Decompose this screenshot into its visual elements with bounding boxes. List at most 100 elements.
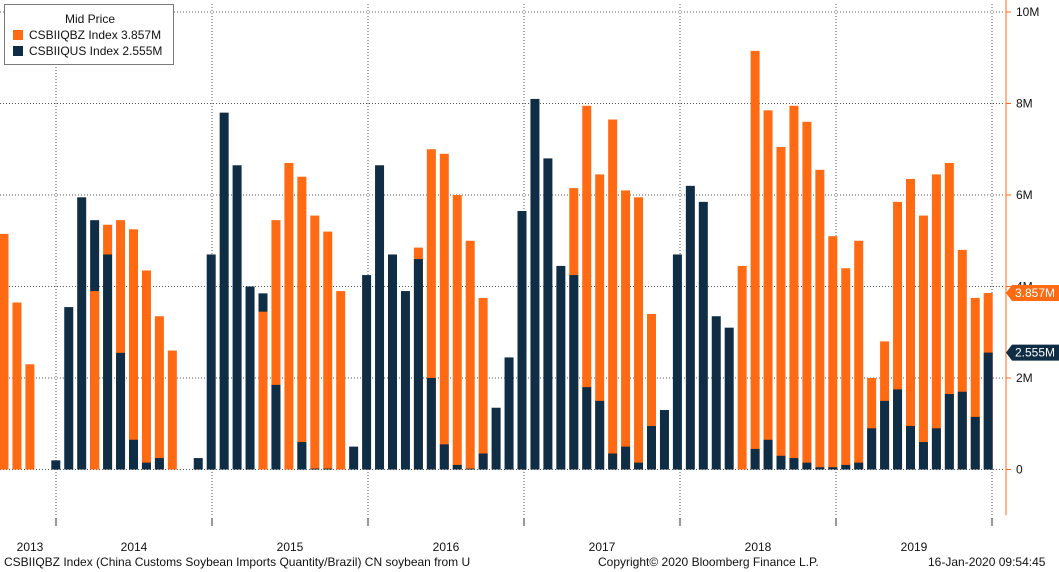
y-tick-label: 8M xyxy=(1016,97,1033,111)
bar-us xyxy=(232,165,242,470)
bar-us xyxy=(659,410,669,470)
bar-brazil xyxy=(167,350,177,470)
y-tick-label: 2M xyxy=(1016,371,1033,385)
bar-us xyxy=(841,464,851,470)
bar-brazil xyxy=(258,311,268,470)
bar-us xyxy=(867,428,877,470)
bar-brazil xyxy=(0,233,9,470)
bar-us xyxy=(349,446,359,470)
bar-us xyxy=(711,316,721,470)
footer-timestamp: 16-Jan-2020 09:54:45 xyxy=(928,555,1046,569)
bar-brazil xyxy=(310,215,320,470)
bar-brazil xyxy=(271,220,281,470)
legend-entry-brazil: CSBIIQBZ Index 3.857M xyxy=(13,27,173,43)
bar-brazil xyxy=(763,110,773,470)
bar-us xyxy=(828,467,838,470)
bar-us xyxy=(141,462,151,470)
y-tick-label: 0 xyxy=(1016,463,1023,477)
bar-brazil xyxy=(647,313,656,470)
bar-brazil xyxy=(478,297,488,470)
bar-brazil xyxy=(789,105,799,470)
bar-us xyxy=(310,468,320,470)
x-tick-label: 2013 xyxy=(17,540,44,554)
bar-us xyxy=(698,201,708,470)
bar-brazil xyxy=(867,378,877,470)
bar-us xyxy=(375,165,385,470)
legend-swatch-brazil xyxy=(13,30,23,40)
legend-label-us: CSBIIQUS Index 2.555M xyxy=(29,44,163,58)
bar-brazil xyxy=(970,297,980,470)
bar-brazil xyxy=(116,220,126,470)
bar-us xyxy=(51,460,61,470)
bar-brazil xyxy=(12,302,22,470)
bar-us xyxy=(815,467,825,470)
bar-us xyxy=(944,394,954,470)
bar-brazil xyxy=(841,268,851,470)
bar-brazil xyxy=(893,201,903,470)
bar-us xyxy=(362,275,372,470)
bar-brazil xyxy=(465,240,475,470)
bar-us xyxy=(763,439,773,470)
legend-label-brazil: CSBIIQBZ Index 3.857M xyxy=(29,28,162,42)
chart-footer: CSBIIQBZ Index (China Customs Soybean Im… xyxy=(0,555,1059,572)
last-value-brazil-tag xyxy=(1006,285,1059,302)
bar-brazil xyxy=(931,174,941,470)
bar-us xyxy=(154,458,164,470)
bar-us xyxy=(931,428,941,470)
bar-brazil xyxy=(815,169,825,470)
footer-description: CSBIIQBZ Index (China Customs Soybean Im… xyxy=(4,555,471,569)
last-value-brazil-label: 3.857M xyxy=(1015,286,1055,300)
bar-us xyxy=(854,462,864,470)
bar-us xyxy=(116,352,126,470)
bar-us xyxy=(569,275,579,470)
bar-us xyxy=(608,453,618,470)
x-tick-label: 2018 xyxy=(745,540,772,554)
bar-brazil xyxy=(439,153,449,470)
bar-brazil xyxy=(582,105,592,470)
bar-brazil xyxy=(802,121,812,470)
bar-brazil xyxy=(595,174,605,470)
bar-us xyxy=(957,391,967,470)
bar-us xyxy=(802,462,812,470)
bar-brazil xyxy=(141,270,151,470)
bar-brazil xyxy=(918,215,928,470)
bar-us xyxy=(193,458,203,470)
bar-us xyxy=(647,426,656,470)
bar-us xyxy=(582,387,592,470)
bar-brazil xyxy=(957,249,967,470)
bar-brazil xyxy=(25,364,35,470)
bar-brazil xyxy=(323,231,333,470)
bar-us xyxy=(439,444,449,470)
bar-us xyxy=(970,416,980,470)
bar-us xyxy=(621,446,631,470)
bar-us xyxy=(426,378,436,470)
bar-us xyxy=(543,158,553,470)
bar-us xyxy=(595,400,605,470)
bar-us xyxy=(672,254,682,470)
bar-brazil xyxy=(776,146,786,470)
bar-brazil xyxy=(90,291,100,470)
last-value-us-label: 2.555M xyxy=(1015,346,1055,360)
x-tick-label: 2019 xyxy=(901,540,928,554)
y-tick-label: 6M xyxy=(1016,188,1033,202)
y-tick-label: 10M xyxy=(1016,5,1039,19)
bar-brazil xyxy=(944,162,954,470)
bar-brazil xyxy=(854,240,864,470)
bar-us xyxy=(271,384,281,470)
bar-us xyxy=(556,265,566,470)
bar-brazil xyxy=(129,229,138,470)
bar-us xyxy=(103,254,113,470)
bar-brazil xyxy=(906,178,915,470)
bar-us xyxy=(452,464,462,470)
bar-us xyxy=(880,400,890,470)
bar-us xyxy=(245,286,255,470)
bar-us xyxy=(206,254,216,470)
bar-us xyxy=(983,352,993,470)
bar-us xyxy=(634,462,644,470)
bar-us xyxy=(297,442,307,470)
bar-us xyxy=(491,407,501,470)
bar-us xyxy=(77,197,87,470)
bar-brazil xyxy=(621,190,631,470)
legend-swatch-us xyxy=(13,46,23,56)
bar-us xyxy=(893,389,903,470)
